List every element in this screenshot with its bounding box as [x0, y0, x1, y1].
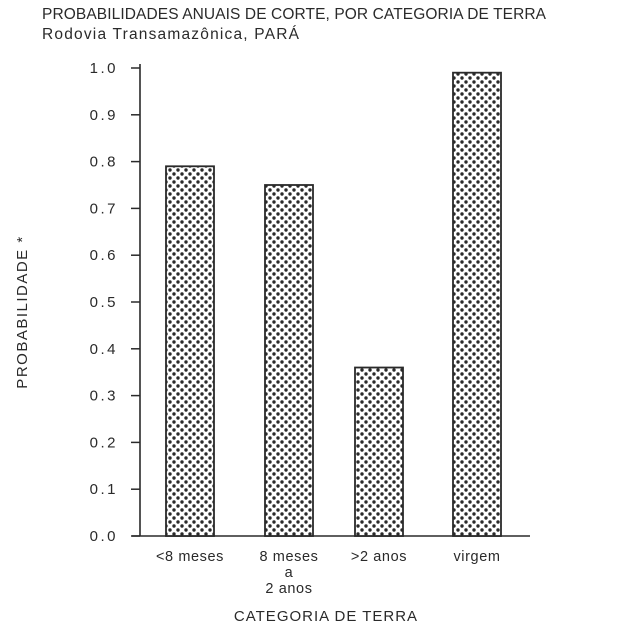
x-tick-label: >2 anos [351, 549, 407, 565]
x-tick-label: 2 anos [265, 581, 312, 597]
x-tick-label: 8 meses [260, 549, 319, 565]
y-tick-label: 0.9 [90, 107, 118, 124]
x-axis-label: CATEGORIA DE TERRA [234, 608, 418, 625]
y-tick-label: 0.1 [90, 481, 118, 498]
y-tick-label: 0.5 [90, 294, 118, 311]
y-tick-label: 0.7 [90, 200, 118, 217]
x-tick-label: <8 meses [156, 549, 224, 565]
y-tick-label: 0.8 [90, 154, 118, 171]
x-tick-label: a [285, 565, 294, 581]
y-tick-label: 1.0 [90, 60, 118, 77]
y-axis-label: PROBABILIDADE * [14, 235, 31, 388]
y-tick-label: 0.3 [90, 388, 118, 405]
bar-2 [354, 366, 404, 537]
y-tick-label: 0.0 [90, 528, 118, 545]
bar-1 [264, 184, 314, 537]
chart-title: PROBABILIDADES ANUAIS DE CORTE, POR CATE… [42, 6, 547, 23]
bar-3 [452, 71, 502, 537]
y-tick-label: 0.4 [90, 341, 118, 358]
bars [165, 71, 502, 537]
y-tick-label: 0.6 [90, 247, 118, 264]
y-tick-label: 0.2 [90, 434, 118, 451]
bar-0 [165, 165, 215, 537]
chart-subtitle: Rodovia Transamazônica, PARÁ [42, 26, 301, 43]
x-tick-label: virgem [453, 549, 500, 565]
